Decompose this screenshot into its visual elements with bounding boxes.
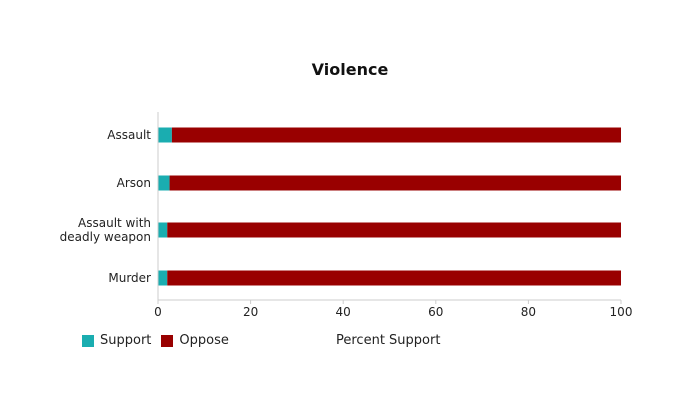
category-label-0: Assault [107, 128, 151, 142]
legend-label-support: Support [100, 333, 152, 348]
legend-label-oppose: Oppose [179, 333, 229, 348]
bar-oppose-0 [171, 127, 621, 143]
x-tick-label-0: 0 [154, 305, 162, 319]
bar-oppose-1 [169, 175, 621, 191]
category-label-3: Murder [108, 271, 151, 285]
category-label-1: Arson [117, 176, 151, 190]
x-tick-label-100: 100 [610, 305, 633, 319]
legend-item-oppose: Oppose [161, 333, 229, 348]
bar-oppose-2 [167, 222, 621, 238]
x-axis-label: Percent Support [336, 333, 441, 348]
legend-swatch-oppose [161, 334, 174, 347]
category-label-2: Assault with deadly weapon [60, 216, 151, 244]
legend-item-support: Support [82, 333, 151, 348]
legend-swatch-support [82, 334, 94, 347]
legend: Support Oppose [82, 333, 239, 348]
chart-title: Violence [311, 60, 389, 79]
bar-support-2 [158, 222, 168, 238]
bar-support-3 [158, 270, 168, 286]
bar-oppose-3 [167, 270, 621, 286]
bar-support-1 [158, 175, 170, 191]
x-tick-label-20: 20 [243, 305, 258, 319]
x-tick-label-80: 80 [521, 305, 536, 319]
x-tick-label-60: 60 [428, 305, 443, 319]
x-tick-label-40: 40 [336, 305, 351, 319]
bar-support-0 [158, 127, 172, 143]
